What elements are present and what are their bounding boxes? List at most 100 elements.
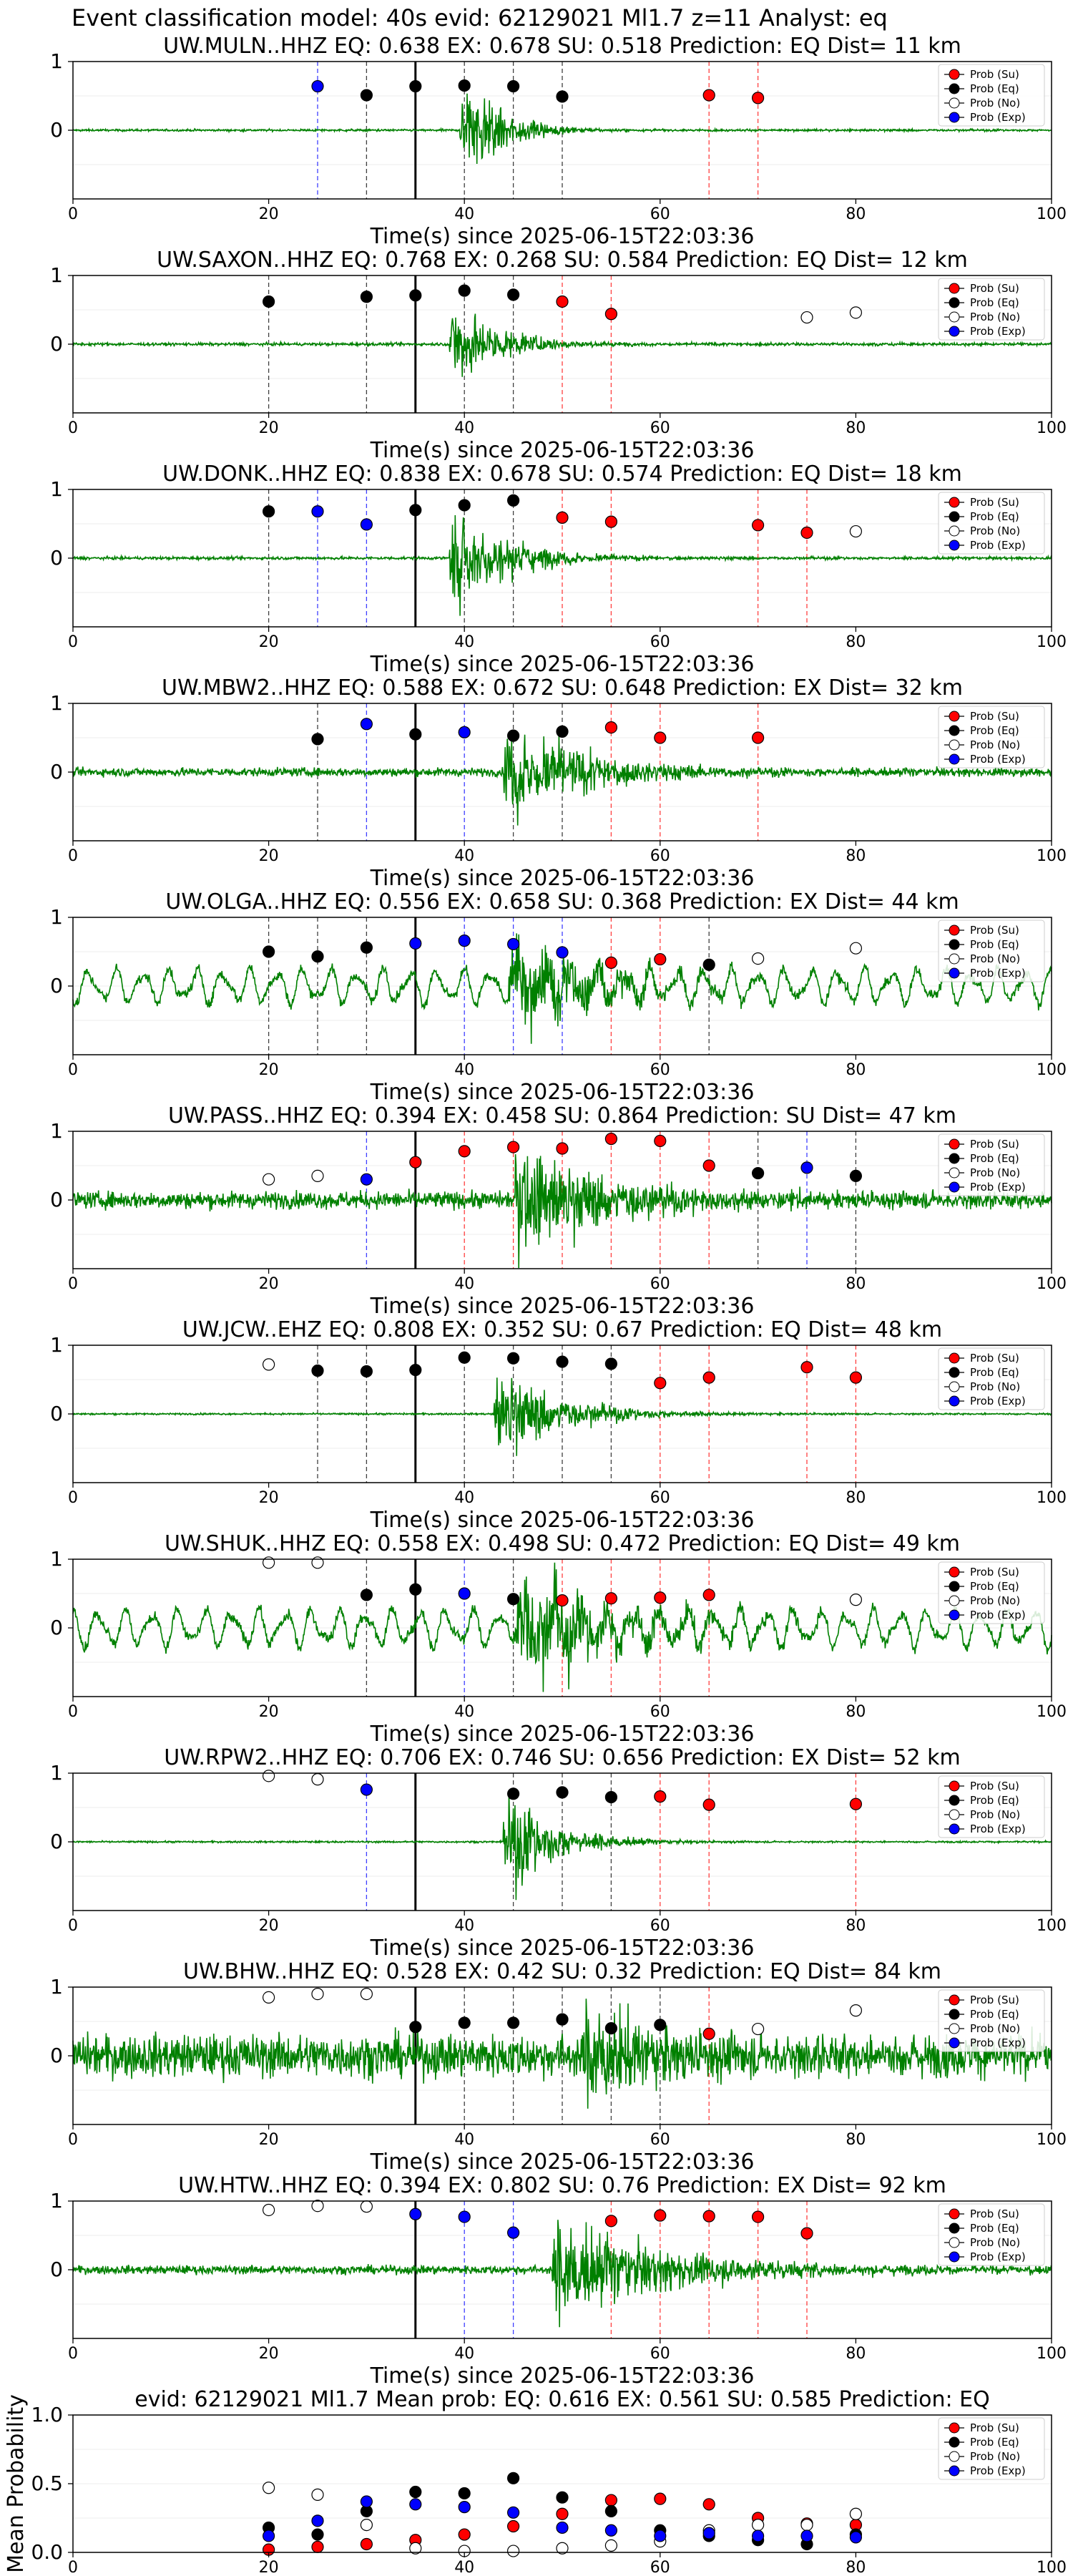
legend-label-exp: Prob (Exp) xyxy=(970,111,1026,124)
x-tick-label: 100 xyxy=(1037,2131,1067,2149)
legend-marker-no xyxy=(949,739,960,751)
prob-marker-su xyxy=(458,1145,471,1158)
prob-marker-eq xyxy=(409,504,422,517)
prob-marker-su xyxy=(654,1377,667,1390)
prob-marker-eq xyxy=(506,79,520,93)
legend-label-no: Prob (No) xyxy=(970,1166,1020,1179)
mean-prob-marker-su xyxy=(360,2537,373,2551)
x-tick-label: 20 xyxy=(259,633,279,651)
mean-prob-marker-exp xyxy=(751,2529,765,2542)
prob-marker-eq xyxy=(751,1166,765,1180)
x-tick-label: 60 xyxy=(650,847,670,865)
seismogram-trace xyxy=(72,2220,1052,2328)
prob-marker-no xyxy=(263,1991,275,2004)
seismogram-trace xyxy=(72,1790,1052,1901)
mean-prob-marker-exp xyxy=(506,2506,520,2519)
prob-marker-exp xyxy=(506,2226,520,2239)
legend-label-exp: Prob (Exp) xyxy=(970,325,1026,338)
x-tick-label: 100 xyxy=(1037,1703,1067,1721)
legend-label-eq: Prob (Eq) xyxy=(970,1794,1019,1807)
prob-marker-eq xyxy=(556,2013,569,2026)
mean-prob-marker-eq xyxy=(311,2528,324,2541)
legend-box xyxy=(938,492,1045,555)
x-axis-label: Time(s) since 2025-06-15T22:03:36 xyxy=(370,1722,755,1747)
legend-marker-su xyxy=(949,2422,960,2434)
legend-marker-su xyxy=(949,924,960,936)
legend-marker-su xyxy=(949,1780,960,1792)
x-tick-label: 40 xyxy=(454,1917,474,1935)
prob-marker-su xyxy=(604,2215,618,2228)
mean-prob-marker-exp xyxy=(360,2495,373,2508)
legend-label-exp: Prob (Exp) xyxy=(970,967,1026,980)
prob-marker-exp xyxy=(360,718,373,731)
y-tick-label: 1 xyxy=(50,263,63,287)
mean-prob-marker-exp xyxy=(409,2498,422,2511)
panel-title: UW.HTW..HHZ EQ: 0.394 EX: 0.802 SU: 0.76… xyxy=(178,2173,946,2198)
legend-label-no: Prob (No) xyxy=(970,1380,1020,1393)
mean-prob-marker-eq xyxy=(506,2472,520,2484)
x-tick-label: 80 xyxy=(846,2345,866,2363)
legend-marker-su xyxy=(949,2208,960,2220)
prob-marker-eq xyxy=(360,1589,373,1601)
prob-marker-eq xyxy=(360,89,373,102)
y-tick-label: 0.0 xyxy=(31,2540,63,2564)
legend-label-exp: Prob (Exp) xyxy=(970,1395,1026,1407)
prob-marker-eq xyxy=(506,494,520,507)
x-axis-label: Time(s) since 2025-06-15T22:03:36 xyxy=(370,1294,755,1319)
prob-marker-eq xyxy=(409,79,422,93)
prob-marker-eq xyxy=(506,1352,520,1365)
prob-marker-no xyxy=(263,1770,275,1782)
x-tick-label: 80 xyxy=(846,1703,866,1721)
y-tick-label: 1 xyxy=(50,2189,63,2212)
panel-title: evid: 62129021 Ml1.7 Mean prob: EQ: 0.61… xyxy=(134,2387,989,2412)
y-tick-label: 0 xyxy=(50,760,63,784)
mean-prob-marker-exp xyxy=(654,2529,667,2542)
mean-prob-marker-su xyxy=(604,2494,618,2507)
legend-box xyxy=(938,1775,1045,1838)
figure-title: Event classification model: 40s evid: 62… xyxy=(72,4,888,31)
prob-marker-eq xyxy=(556,90,569,103)
mean-prob-marker-no xyxy=(263,2482,275,2494)
seismogram-trace xyxy=(72,1999,1052,2109)
panel-title: UW.SHUK..HHZ EQ: 0.558 EX: 0.498 SU: 0.4… xyxy=(165,1531,960,1556)
y-tick-label: 1 xyxy=(50,905,63,929)
x-tick-label: 0 xyxy=(68,1275,78,1293)
x-axis-label: Time(s) since 2025-06-15T22:03:36 xyxy=(370,2363,755,2389)
prob-marker-exp xyxy=(409,2207,422,2220)
x-tick-label: 80 xyxy=(846,419,866,437)
legend-marker-eq xyxy=(949,2223,960,2234)
mean-prob-marker-exp xyxy=(311,2514,324,2527)
legend-marker-exp xyxy=(949,967,960,979)
prob-marker-eq xyxy=(702,958,715,971)
x-tick-label: 0 xyxy=(68,2131,78,2149)
prob-marker-exp xyxy=(458,1587,471,1600)
prob-marker-eq xyxy=(506,1593,520,1606)
prob-marker-no xyxy=(849,525,863,538)
x-tick-label: 100 xyxy=(1037,1061,1067,1079)
prob-marker-eq xyxy=(458,79,471,92)
mean-prob-marker-no xyxy=(849,2507,863,2520)
legend-marker-eq xyxy=(949,83,960,94)
prob-marker-su xyxy=(702,1589,715,1601)
mean-prob-marker-su xyxy=(458,2528,471,2541)
legend-marker-no xyxy=(949,953,960,965)
x-axis-label: Time(s) since 2025-06-15T22:03:36 xyxy=(370,1508,755,1533)
prob-marker-eq xyxy=(360,291,373,303)
x-tick-label: 60 xyxy=(650,2345,670,2363)
legend-marker-exp xyxy=(949,112,960,123)
x-tick-label: 100 xyxy=(1037,2345,1067,2363)
prob-marker-no xyxy=(263,2203,275,2217)
prob-marker-su xyxy=(800,1361,813,1374)
panel-9: UW.RPW2..HHZ EQ: 0.706 EX: 0.746 SU: 0.6… xyxy=(50,1745,1067,1961)
prob-marker-eq xyxy=(360,1365,373,1378)
seismogram-trace xyxy=(72,514,1052,616)
x-tick-label: 0 xyxy=(68,419,78,437)
legend-box xyxy=(938,64,1045,127)
legend-marker-su xyxy=(949,497,960,508)
mean-prob-marker-no xyxy=(556,2542,569,2555)
prob-marker-no xyxy=(263,1358,275,1371)
prob-marker-no xyxy=(751,2022,765,2036)
x-axis-label: Time(s) since 2025-06-15T22:03:36 xyxy=(370,2150,755,2175)
legend-label-exp: Prob (Exp) xyxy=(970,2250,1026,2263)
legend-label-su: Prob (Su) xyxy=(970,2207,1019,2220)
